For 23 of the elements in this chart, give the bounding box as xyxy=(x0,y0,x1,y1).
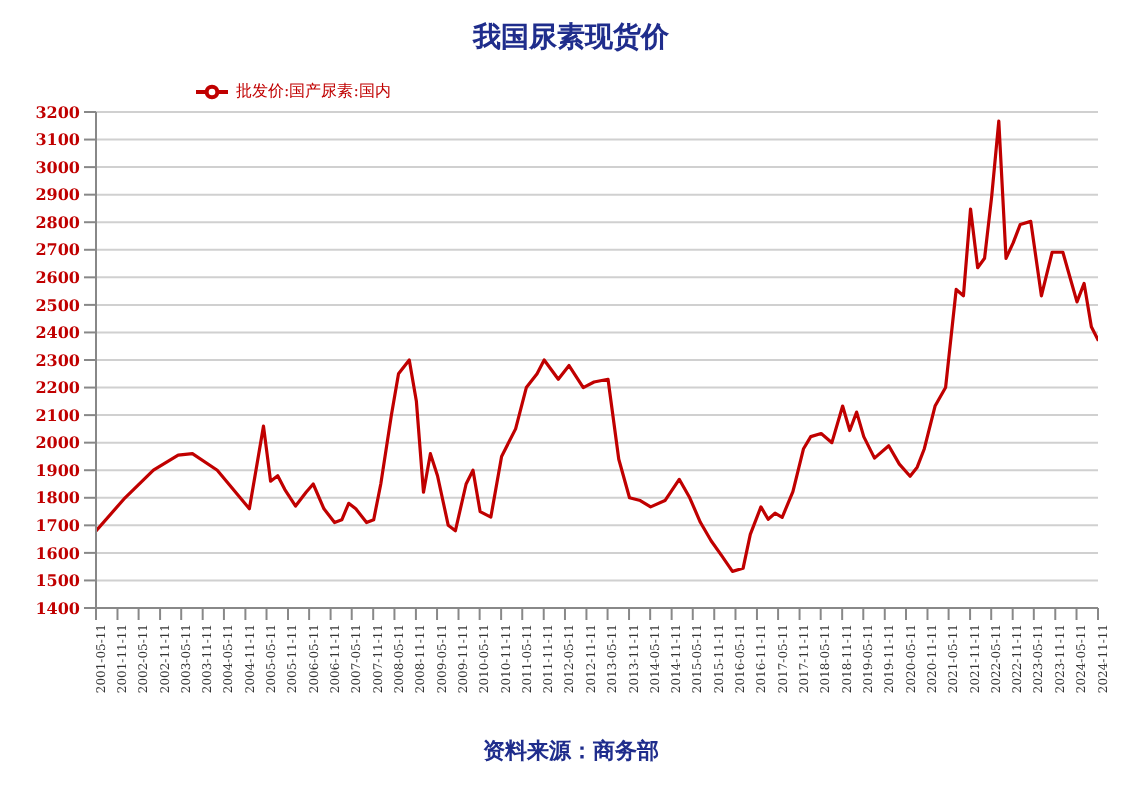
y-tick-label: 1400 xyxy=(35,597,81,618)
chart-title: 我国尿素现货价 xyxy=(470,20,671,58)
y-tick-label: 2700 xyxy=(35,239,81,260)
y-tick-label: 2800 xyxy=(35,211,81,232)
y-tick-label: 3100 xyxy=(35,129,81,150)
y-tick-label: 2200 xyxy=(35,377,81,398)
y-tick-label: 1800 xyxy=(35,487,81,508)
text: 资料来源：商务部 xyxy=(481,736,661,766)
y-tick-label: 2400 xyxy=(35,322,81,343)
y-tick-label: 2900 xyxy=(35,184,81,205)
y-tick-label: 2500 xyxy=(35,294,81,315)
y-tick-label: 2300 xyxy=(35,349,81,370)
y-tick-label: 1600 xyxy=(35,542,81,563)
y-tick-label: 3200 xyxy=(35,101,81,122)
y-tick-label: 1500 xyxy=(35,570,81,591)
legend-label: 批发价:国产尿素:国内 xyxy=(236,82,391,101)
line-series xyxy=(96,119,1098,573)
y-tick-label: 1900 xyxy=(35,459,81,480)
y-tick-label: 3000 xyxy=(35,156,81,177)
y-tick-label: 2100 xyxy=(35,404,81,425)
y-tick-label: 2600 xyxy=(35,267,81,288)
y-tick-label: 2000 xyxy=(35,432,81,453)
y-tick-label: 1700 xyxy=(35,515,81,536)
